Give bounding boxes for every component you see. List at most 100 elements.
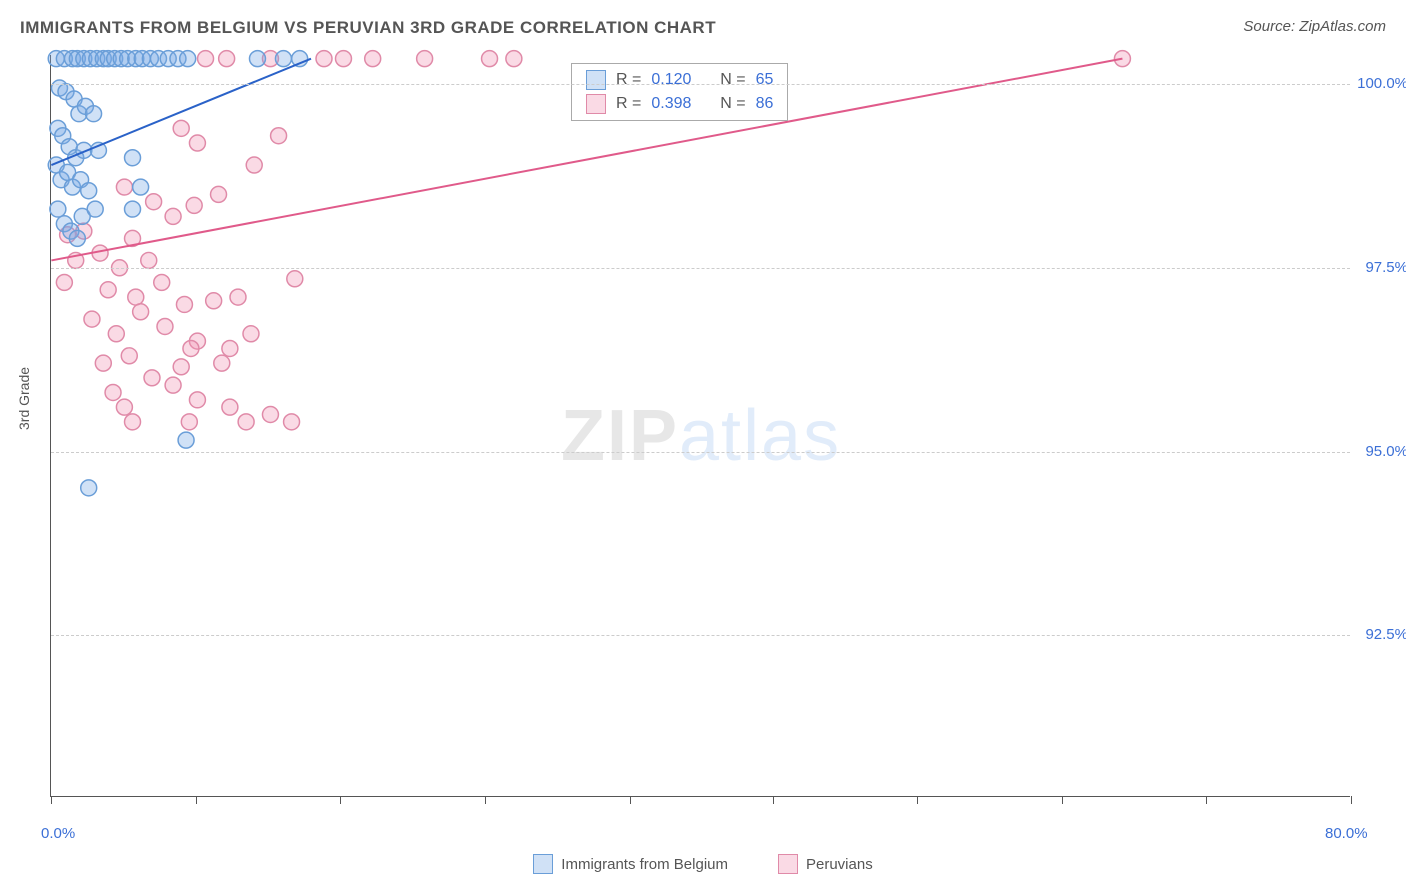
data-point-belgium <box>81 183 97 199</box>
data-point-peruvian <box>154 274 170 290</box>
x-tick <box>1351 796 1352 804</box>
data-point-belgium <box>125 150 141 166</box>
data-point-peruvian <box>125 414 141 430</box>
legend-swatch-peruvian <box>778 854 798 874</box>
r-value-peruvian: 0.398 <box>651 95 691 113</box>
data-point-peruvian <box>183 340 199 356</box>
data-point-peruvian <box>482 51 498 67</box>
y-axis-label: 3rd Grade <box>16 367 32 430</box>
data-point-peruvian <box>271 128 287 144</box>
data-point-belgium <box>249 51 265 67</box>
data-point-belgium <box>133 179 149 195</box>
y-tick-label: 100.0% <box>1357 75 1406 92</box>
swatch-peruvian <box>586 94 606 114</box>
x-tick <box>773 796 774 804</box>
data-point-peruvian <box>365 51 381 67</box>
data-point-peruvian <box>262 407 278 423</box>
data-point-peruvian <box>211 186 227 202</box>
data-point-peruvian <box>56 274 72 290</box>
gridline-h <box>51 84 1350 85</box>
data-point-peruvian <box>95 355 111 371</box>
legend-label-peruvian: Peruvians <box>806 856 873 873</box>
legend-label-belgium: Immigrants from Belgium <box>561 856 728 873</box>
r-label: R = <box>616 95 641 113</box>
data-point-peruvian <box>1114 51 1130 67</box>
y-tick-label: 95.0% <box>1365 443 1406 460</box>
n-value-belgium: 65 <box>756 71 774 89</box>
x-tick <box>1206 796 1207 804</box>
data-point-peruvian <box>186 197 202 213</box>
r-value-belgium: 0.120 <box>651 71 691 89</box>
x-tick <box>630 796 631 804</box>
legend-item-belgium: Immigrants from Belgium <box>533 854 728 874</box>
data-point-peruvian <box>219 51 235 67</box>
x-tick <box>917 796 918 804</box>
data-point-peruvian <box>133 304 149 320</box>
gridline-h <box>51 452 1350 453</box>
data-point-peruvian <box>100 282 116 298</box>
scatter-svg <box>51 55 1350 796</box>
data-point-peruvian <box>146 194 162 210</box>
data-point-peruvian <box>165 208 181 224</box>
n-value-peruvian: 86 <box>756 95 774 113</box>
data-point-belgium <box>275 51 291 67</box>
data-point-peruvian <box>335 51 351 67</box>
chart-title: IMMIGRANTS FROM BELGIUM VS PERUVIAN 3RD … <box>20 18 716 38</box>
data-point-peruvian <box>189 135 205 151</box>
data-point-peruvian <box>116 179 132 195</box>
stats-legend: R = 0.120 N = 65 R = 0.398 N = 86 <box>571 63 788 121</box>
n-label: N = <box>720 71 745 89</box>
data-point-peruvian <box>506 51 522 67</box>
data-point-belgium <box>87 201 103 217</box>
data-point-peruvian <box>316 51 332 67</box>
data-point-peruvian <box>84 311 100 327</box>
data-point-peruvian <box>121 348 137 364</box>
chart-container: IMMIGRANTS FROM BELGIUM VS PERUVIAN 3RD … <box>0 0 1406 892</box>
data-point-peruvian <box>198 51 214 67</box>
data-point-peruvian <box>116 399 132 415</box>
data-point-peruvian <box>287 271 303 287</box>
data-point-belgium <box>69 230 85 246</box>
data-point-peruvian <box>238 414 254 430</box>
source-attribution: Source: ZipAtlas.com <box>1243 18 1386 35</box>
stats-row-peruvian: R = 0.398 N = 86 <box>586 94 773 114</box>
data-point-peruvian <box>206 293 222 309</box>
data-point-belgium <box>180 51 196 67</box>
x-tick <box>196 796 197 804</box>
legend-swatch-belgium <box>533 854 553 874</box>
swatch-belgium <box>586 70 606 90</box>
x-tick-label: 80.0% <box>1325 825 1368 842</box>
data-point-peruvian <box>417 51 433 67</box>
n-label: N = <box>720 95 745 113</box>
data-point-peruvian <box>165 377 181 393</box>
y-tick-label: 92.5% <box>1365 626 1406 643</box>
data-point-peruvian <box>284 414 300 430</box>
data-point-peruvian <box>222 340 238 356</box>
x-tick-label: 0.0% <box>41 825 75 842</box>
y-tick-label: 97.5% <box>1365 259 1406 276</box>
data-point-peruvian <box>230 289 246 305</box>
data-point-peruvian <box>189 392 205 408</box>
plot-area: ZIPatlas R = 0.120 N = 65 R = 0.398 N = … <box>50 55 1350 797</box>
data-point-peruvian <box>173 359 189 375</box>
data-point-belgium <box>81 480 97 496</box>
data-point-peruvian <box>181 414 197 430</box>
x-tick <box>51 796 52 804</box>
data-point-peruvian <box>222 399 238 415</box>
data-point-peruvian <box>108 326 124 342</box>
x-tick <box>485 796 486 804</box>
gridline-h <box>51 635 1350 636</box>
data-point-peruvian <box>157 318 173 334</box>
data-point-peruvian <box>214 355 230 371</box>
data-point-peruvian <box>144 370 160 386</box>
data-point-belgium <box>178 432 194 448</box>
data-point-peruvian <box>176 296 192 312</box>
source-name: ZipAtlas.com <box>1299 18 1386 35</box>
data-point-peruvian <box>173 120 189 136</box>
legend-item-peruvian: Peruvians <box>778 854 873 874</box>
data-point-belgium <box>50 201 66 217</box>
x-tick <box>1062 796 1063 804</box>
series-legend: Immigrants from Belgium Peruvians <box>0 854 1406 874</box>
data-point-peruvian <box>105 384 121 400</box>
source-label: Source: <box>1243 18 1295 35</box>
